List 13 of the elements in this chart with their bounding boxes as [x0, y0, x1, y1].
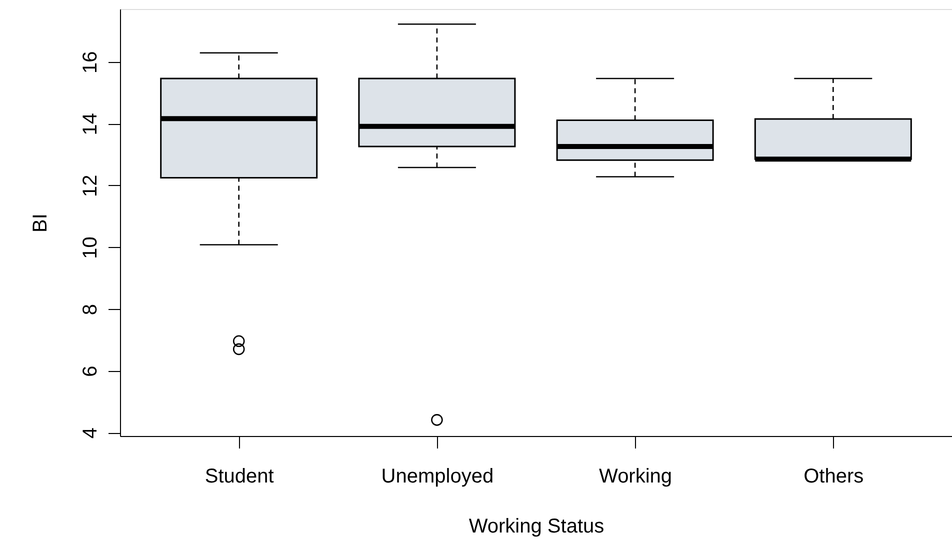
y-tick-label: 16 — [80, 51, 102, 74]
x-tick-label: Unemployed — [381, 466, 494, 488]
x-tick-label: Student — [204, 466, 274, 488]
y-axis-title: BI — [30, 214, 52, 232]
y-tick-label: 4 — [80, 428, 102, 439]
y-tick-label: 14 — [80, 113, 102, 136]
x-axis-title: Working Status — [468, 516, 604, 538]
x-tick-label: Others — [804, 466, 864, 488]
x-tick-label: Working — [599, 466, 672, 488]
y-tick-label: 8 — [80, 304, 102, 316]
y-tick-label: 12 — [80, 174, 102, 198]
y-tick-label: 10 — [80, 236, 102, 259]
y-tick-label: 6 — [80, 366, 102, 377]
